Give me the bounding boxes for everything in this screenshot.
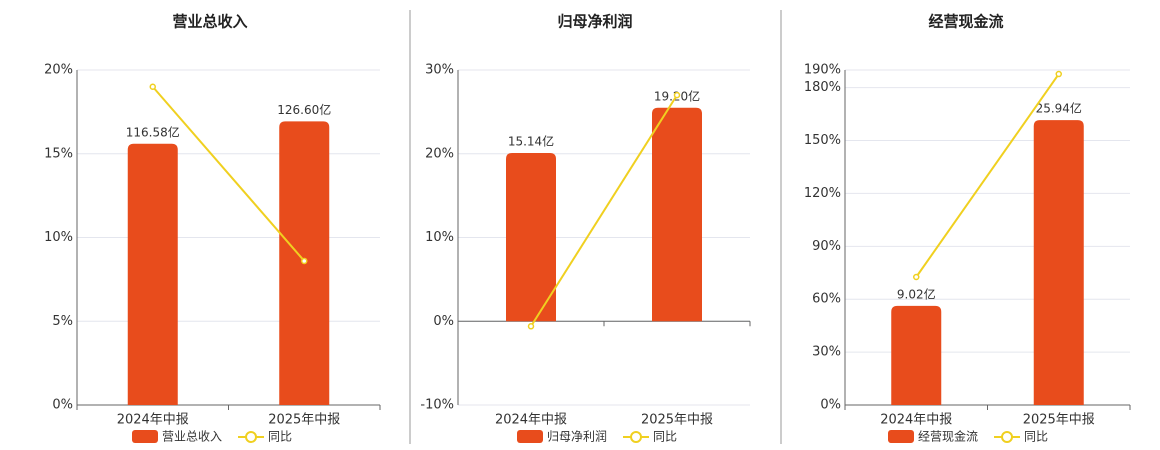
value-label: 126.60亿 [277,102,331,117]
x-tick-label: 2024年中报 [495,413,567,428]
x-tick-label: 2024年中报 [117,413,189,428]
bar [652,107,702,322]
legend-swatch [888,430,914,443]
x-tick-label: 2025年中报 [641,413,713,428]
legend-swatch [1001,431,1014,443]
line [915,73,1060,278]
legend-swatch [517,430,543,443]
bar [127,143,178,406]
y-tick-label: 5% [52,314,73,329]
y-tick-label: 0% [433,314,454,329]
y-tick-label: -10% [420,398,454,413]
y-tick-label: 30% [812,345,841,360]
legend-swatch [245,431,258,443]
legend-swatch [630,431,643,443]
line [530,94,678,327]
y-tick-label: 180% [804,80,841,95]
y-tick-label: 0% [52,398,73,413]
chart-title: 归母净利润 [557,13,632,31]
bar [506,152,556,322]
value-label: 116.58亿 [126,124,180,139]
y-tick-label: 0% [820,398,841,413]
chart-title: 经营现金流 [928,13,1003,31]
line-marker [301,257,308,265]
chart-title: 营业总收入 [172,13,247,31]
x-tick-label: 2024年中报 [880,413,952,428]
y-tick-label: 10% [44,230,73,245]
y-tick-label: 60% [812,292,841,307]
value-label: 25.94亿 [1036,101,1082,116]
line [151,86,306,262]
y-tick-label: 120% [804,186,841,201]
legend-label: 同比 [653,430,677,444]
line-marker [913,273,920,281]
y-tick-label: 10% [425,230,454,245]
x-tick-label: 2025年中报 [268,413,340,428]
line-marker [149,83,156,90]
x-tick-label: 2025年中报 [1023,413,1095,428]
value-label: 9.02亿 [897,286,936,301]
legend-label: 归母净利润 [547,430,607,444]
legend-swatch [132,430,158,443]
y-tick-label: 15% [44,146,73,161]
bar [891,305,942,405]
y-tick-label: 20% [44,63,73,78]
y-tick-label: 190% [804,63,841,78]
legend-label: 营业总收入 [162,430,222,444]
line-marker [673,91,681,99]
legend-label: 经营现金流 [918,429,978,444]
line-marker [1055,70,1062,78]
line-marker [527,323,535,330]
legend-label: 同比 [268,430,292,444]
y-tick-label: 30% [425,63,454,78]
y-tick-label: 150% [804,133,841,148]
y-tick-label: 90% [812,239,841,254]
value-label: 15.14亿 [508,133,554,148]
bar [1033,120,1084,406]
legend-label: 同比 [1024,430,1048,444]
y-tick-label: 20% [425,146,454,161]
